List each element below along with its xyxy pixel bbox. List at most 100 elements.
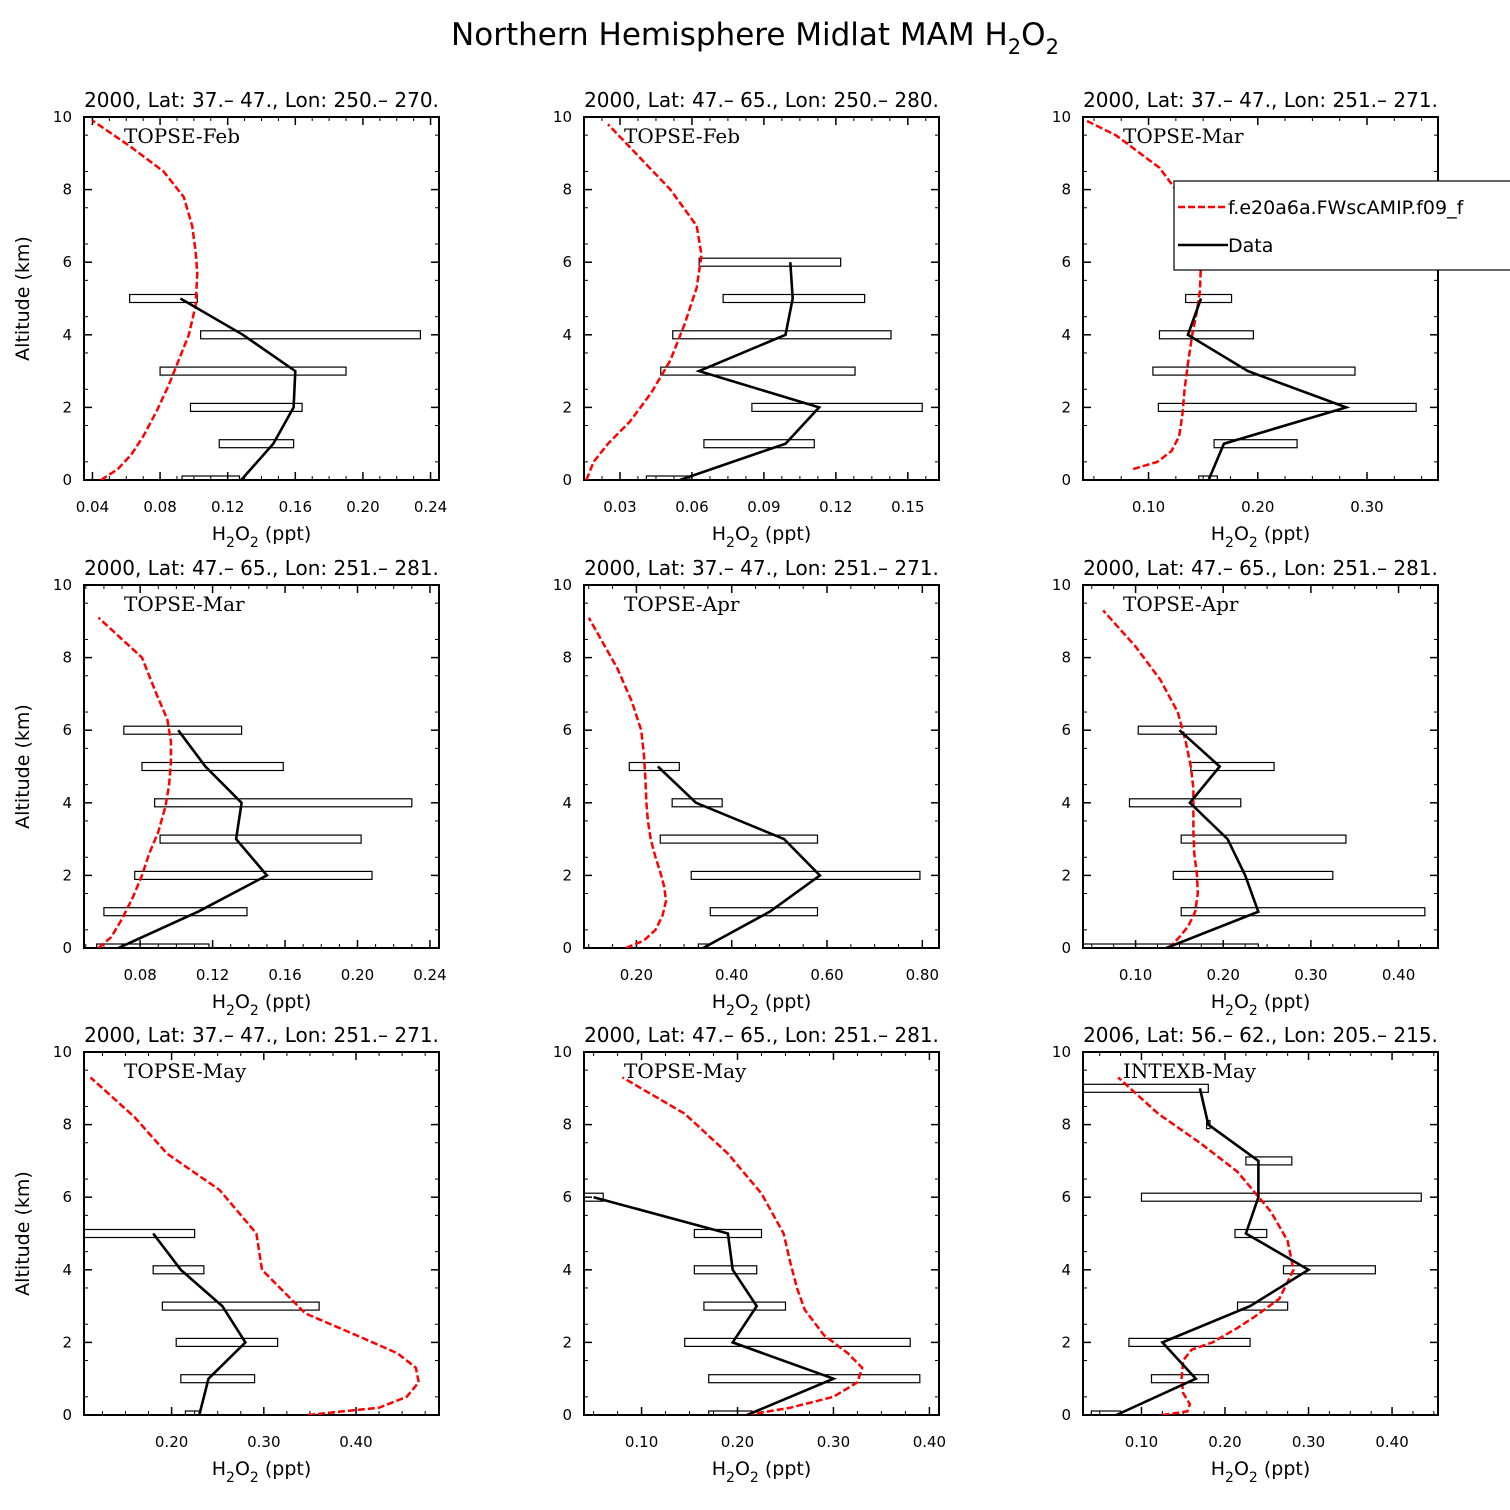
y-tick-label: 4 — [1061, 794, 1071, 812]
figure-title: Northern Hemisphere Midlat MAM H2O2 — [451, 17, 1059, 59]
panel-title: 2000, Lat: 47.– 65., Lon: 250.– 280. — [584, 88, 939, 112]
y-tick-label: 6 — [1061, 253, 1071, 271]
y-tick-label: 8 — [1061, 181, 1071, 199]
range-box — [84, 1228, 196, 1239]
range-box — [1213, 439, 1298, 449]
range-box — [1198, 475, 1218, 480]
panel-7: 2000, Lat: 37.– 47., Lon: 251.– 271. TOPS… — [12, 1023, 440, 1486]
range-box — [698, 257, 842, 267]
y-tick-label: 10 — [53, 576, 72, 594]
y-tick-label: 4 — [62, 326, 72, 344]
panel-title: 2000, Lat: 47.– 65., Lon: 251.– 281. — [84, 556, 439, 580]
range-box — [1150, 1374, 1209, 1384]
range-box — [129, 293, 198, 304]
x-tick-label: 0.30 — [817, 1433, 850, 1451]
y-tick-label: 4 — [562, 794, 572, 812]
panel-3: 2000, Lat: 37.– 47., Lon: 251.– 271. TOPS… — [1052, 88, 1439, 551]
x-tick-label: 0.24 — [414, 498, 447, 516]
y-tick-label: 8 — [62, 649, 72, 667]
plot-area — [585, 123, 923, 480]
range-box — [703, 439, 815, 449]
model-line — [89, 1076, 421, 1415]
x-tick-label: 0.60 — [810, 966, 843, 984]
y-axis-label: Altitude (km) — [12, 704, 34, 829]
y-tick-label: 10 — [1052, 576, 1071, 594]
range-box — [161, 1301, 320, 1311]
plot-area — [1083, 609, 1426, 948]
x-tick-label: 0.40 — [1382, 966, 1415, 984]
y-tick-label: 6 — [62, 721, 72, 739]
x-tick-label: 0.15 — [891, 498, 924, 516]
y-tick-label: 6 — [562, 1188, 572, 1206]
x-tick-label: 0.20 — [1207, 966, 1240, 984]
x-tick-label: 0.20 — [620, 966, 653, 984]
plot-frame — [1082, 1051, 1439, 1416]
panel-title: 2000, Lat: 47.– 65., Lon: 251.– 281. — [1083, 556, 1438, 580]
plot-frame — [583, 116, 940, 481]
panel-5: 2000, Lat: 37.– 47., Lon: 251.– 271. TOPS… — [553, 556, 940, 1019]
y-tick-label: 0 — [62, 939, 72, 957]
y-tick-label: 4 — [562, 1261, 572, 1279]
range-box — [1090, 1410, 1122, 1415]
x-tick-label: 0.12 — [819, 498, 852, 516]
panels: 2000, Lat: 37.– 47., Lon: 250.– 270. TOPS… — [12, 88, 1439, 1486]
plot-frame — [83, 584, 440, 949]
data-line — [1165, 729, 1260, 948]
data-line — [1186, 298, 1351, 480]
panel-title: 2000, Lat: 37.– 47., Lon: 250.– 270. — [84, 88, 439, 112]
y-tick-label: 10 — [53, 108, 72, 126]
x-axis-label: H2O2 (ppt) — [212, 991, 312, 1019]
range-box — [123, 725, 243, 735]
x-tick-label: 0.12 — [196, 966, 229, 984]
x-tick-label: 0.06 — [675, 498, 708, 516]
model-line — [587, 617, 668, 948]
x-tick-label: 0.30 — [247, 1433, 280, 1451]
y-tick-label: 10 — [553, 576, 572, 594]
y-tick-label: 2 — [562, 1333, 572, 1351]
y-tick-label: 10 — [1052, 108, 1071, 126]
range-box — [1245, 1156, 1293, 1166]
range-box — [175, 1337, 279, 1348]
plot-area — [1085, 119, 1417, 480]
x-axis-label: H2O2 (ppt) — [712, 523, 812, 551]
x-tick-label: 0.20 — [1208, 1433, 1241, 1451]
campaign-label: TOPSE-May — [124, 1059, 247, 1083]
y-tick-label: 0 — [62, 1406, 72, 1424]
y-tick-label: 0 — [1061, 939, 1071, 957]
y-tick-label: 8 — [62, 181, 72, 199]
range-box — [645, 475, 691, 480]
panel-4: 2000, Lat: 47.– 65., Lon: 251.– 281. TOPS… — [12, 556, 447, 1019]
x-tick-label: 0.40 — [715, 966, 748, 984]
data-line — [117, 729, 269, 948]
data-line — [179, 297, 297, 480]
plot-frame — [1082, 584, 1439, 949]
range-box — [200, 330, 422, 340]
range-box — [751, 402, 923, 412]
range-box — [703, 1301, 787, 1311]
y-tick-label: 10 — [1052, 1043, 1071, 1061]
campaign-label: TOPSE-May — [624, 1059, 747, 1083]
range-box — [1158, 330, 1255, 340]
model-line — [97, 616, 173, 948]
y-axis-label: Altitude (km) — [12, 1171, 34, 1296]
range-box — [181, 475, 241, 480]
y-tick-label: 4 — [62, 794, 72, 812]
x-axis-label: H2O2 (ppt) — [712, 991, 812, 1019]
y-tick-label: 4 — [562, 326, 572, 344]
plot-frame — [83, 116, 440, 481]
model-line — [1102, 609, 1200, 948]
x-tick-label: 0.04 — [76, 498, 109, 516]
range-box — [141, 761, 284, 772]
x-tick-label: 0.40 — [1375, 1433, 1408, 1451]
range-box — [1152, 366, 1356, 376]
plot-area — [96, 616, 413, 948]
x-tick-label: 0.20 — [155, 1433, 188, 1451]
plot-frame — [1082, 116, 1439, 481]
y-tick-label: 8 — [1061, 1116, 1071, 1134]
x-tick-label: 0.10 — [1119, 966, 1152, 984]
range-box — [659, 834, 819, 844]
x-tick-label: 0.08 — [143, 498, 176, 516]
legend-data-label: Data — [1228, 235, 1273, 257]
y-tick-label: 10 — [53, 1043, 72, 1061]
